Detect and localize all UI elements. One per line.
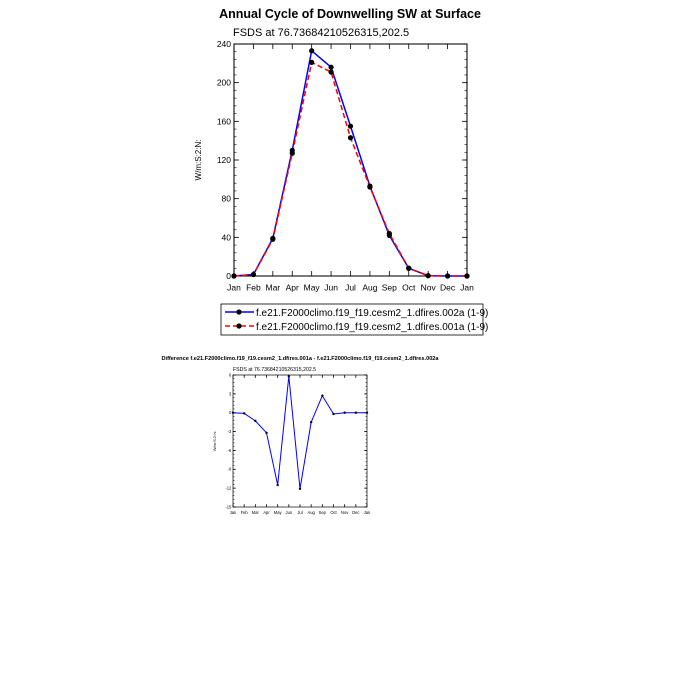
x-tick-label: Aug [362,282,377,292]
y-tick-label: 80 [222,194,232,204]
legend: f.e21.F2000climo.f19_f19.cesm2_1.dfires.… [220,303,488,336]
x-tick-label: Feb [241,510,249,515]
x-tick-label: Aug [308,510,316,515]
data-point [298,487,302,490]
legend-marker-001a [236,323,242,329]
x-tick-label: Nov [421,282,437,292]
data-point [265,431,268,435]
difference-chart-title: Difference f.e21.F2000climo.f19_f19.cesm… [161,356,439,362]
y-tick-label: 160 [217,116,231,126]
data-point [309,420,313,424]
x-tick-label: Sep [382,282,397,292]
data-point [425,273,431,279]
main-chart-ylabel: W/m:S:2:N: [194,140,203,181]
data-point [347,123,354,129]
x-tick-label: Jul [297,510,302,515]
data-point [231,411,235,414]
data-point [254,419,257,423]
data-point [406,265,412,271]
x-tick-label: Feb [246,282,261,292]
data-point [309,48,315,54]
data-point [250,271,257,278]
data-point [354,411,358,414]
x-tick-label: May [274,510,283,515]
legend-label-002a: f.e21.F2000climo.f19_f19.cesm2_1.dfires.… [256,308,488,319]
y-tick-label: -6 [228,448,232,453]
data-point [287,375,291,378]
y-tick-label: 0 [226,271,231,281]
series-line-0 [232,375,367,490]
x-tick-label: Dec [352,510,359,515]
data-point [289,150,295,156]
y-tick-label: 6 [229,372,232,377]
data-point [270,236,276,242]
data-point [367,184,373,190]
data-point [231,273,237,279]
data-point [276,483,279,487]
y-tick-label: 3 [229,391,232,396]
x-tick-label: Dec [440,282,456,292]
x-tick-label: Jan [227,282,241,292]
x-tick-label: May [304,282,321,292]
x-tick-label: Nov [341,510,349,515]
x-tick-label: Apr [263,510,270,515]
y-tick-label: -3 [228,429,232,434]
legend-marker-002a [236,309,242,315]
data-point [347,135,354,141]
data-point [386,230,392,237]
x-tick-label: Jun [324,282,338,292]
data-point [343,411,346,414]
series-line-0 [233,50,467,277]
y-tick-label: 240 [217,39,231,49]
data-point [332,412,335,416]
y-tick-label: -9 [228,467,232,472]
legend-label-001a: f.e21.F2000climo.f19_f19.cesm2_1.dfires.… [256,322,488,333]
y-tick-label: -15 [225,504,232,509]
y-tick-label: 200 [217,78,231,88]
x-tick-label: Jan [460,282,474,292]
difference-chart: Difference f.e21.F2000climo.f19_f19.cesm… [161,356,439,515]
y-tick-label: 120 [217,155,231,165]
x-tick-label: Oct [402,282,416,292]
main-chart: Annual Cycle of Downwelling SW at Surfac… [194,7,481,292]
x-tick-label: Mar [266,282,281,292]
data-point [464,273,470,279]
data-point [328,64,334,70]
x-tick-label: Jul [345,282,356,292]
plot-frame [233,43,468,277]
x-tick-label: Sep [319,510,327,515]
data-point [309,59,315,65]
series-line-1 [233,61,467,277]
data-point [321,394,324,397]
x-tick-label: Oct [330,510,337,515]
data-point [328,69,334,75]
x-tick-label: Jan [364,510,371,515]
data-point [365,411,369,414]
y-tick-label: -12 [225,486,232,491]
x-tick-label: Jan [230,510,237,515]
x-tick-label: Mar [252,510,260,515]
y-tick-label: 0 [229,410,232,415]
difference-chart-subtitle: FSDS at 76.73684210526315,202.5 [233,367,316,373]
difference-chart-ylabel: W/m:S:2:N: [212,431,217,451]
x-tick-label: Apr [286,282,299,292]
main-chart-title: Annual Cycle of Downwelling SW at Surfac… [219,7,481,21]
data-point [444,273,451,279]
main-chart-subtitle: FSDS at 76.73684210526315,202.5 [233,27,409,39]
data-point [242,412,246,415]
y-tick-label: 40 [222,232,232,242]
x-tick-label: Jun [286,510,293,515]
legend-box [220,303,484,336]
